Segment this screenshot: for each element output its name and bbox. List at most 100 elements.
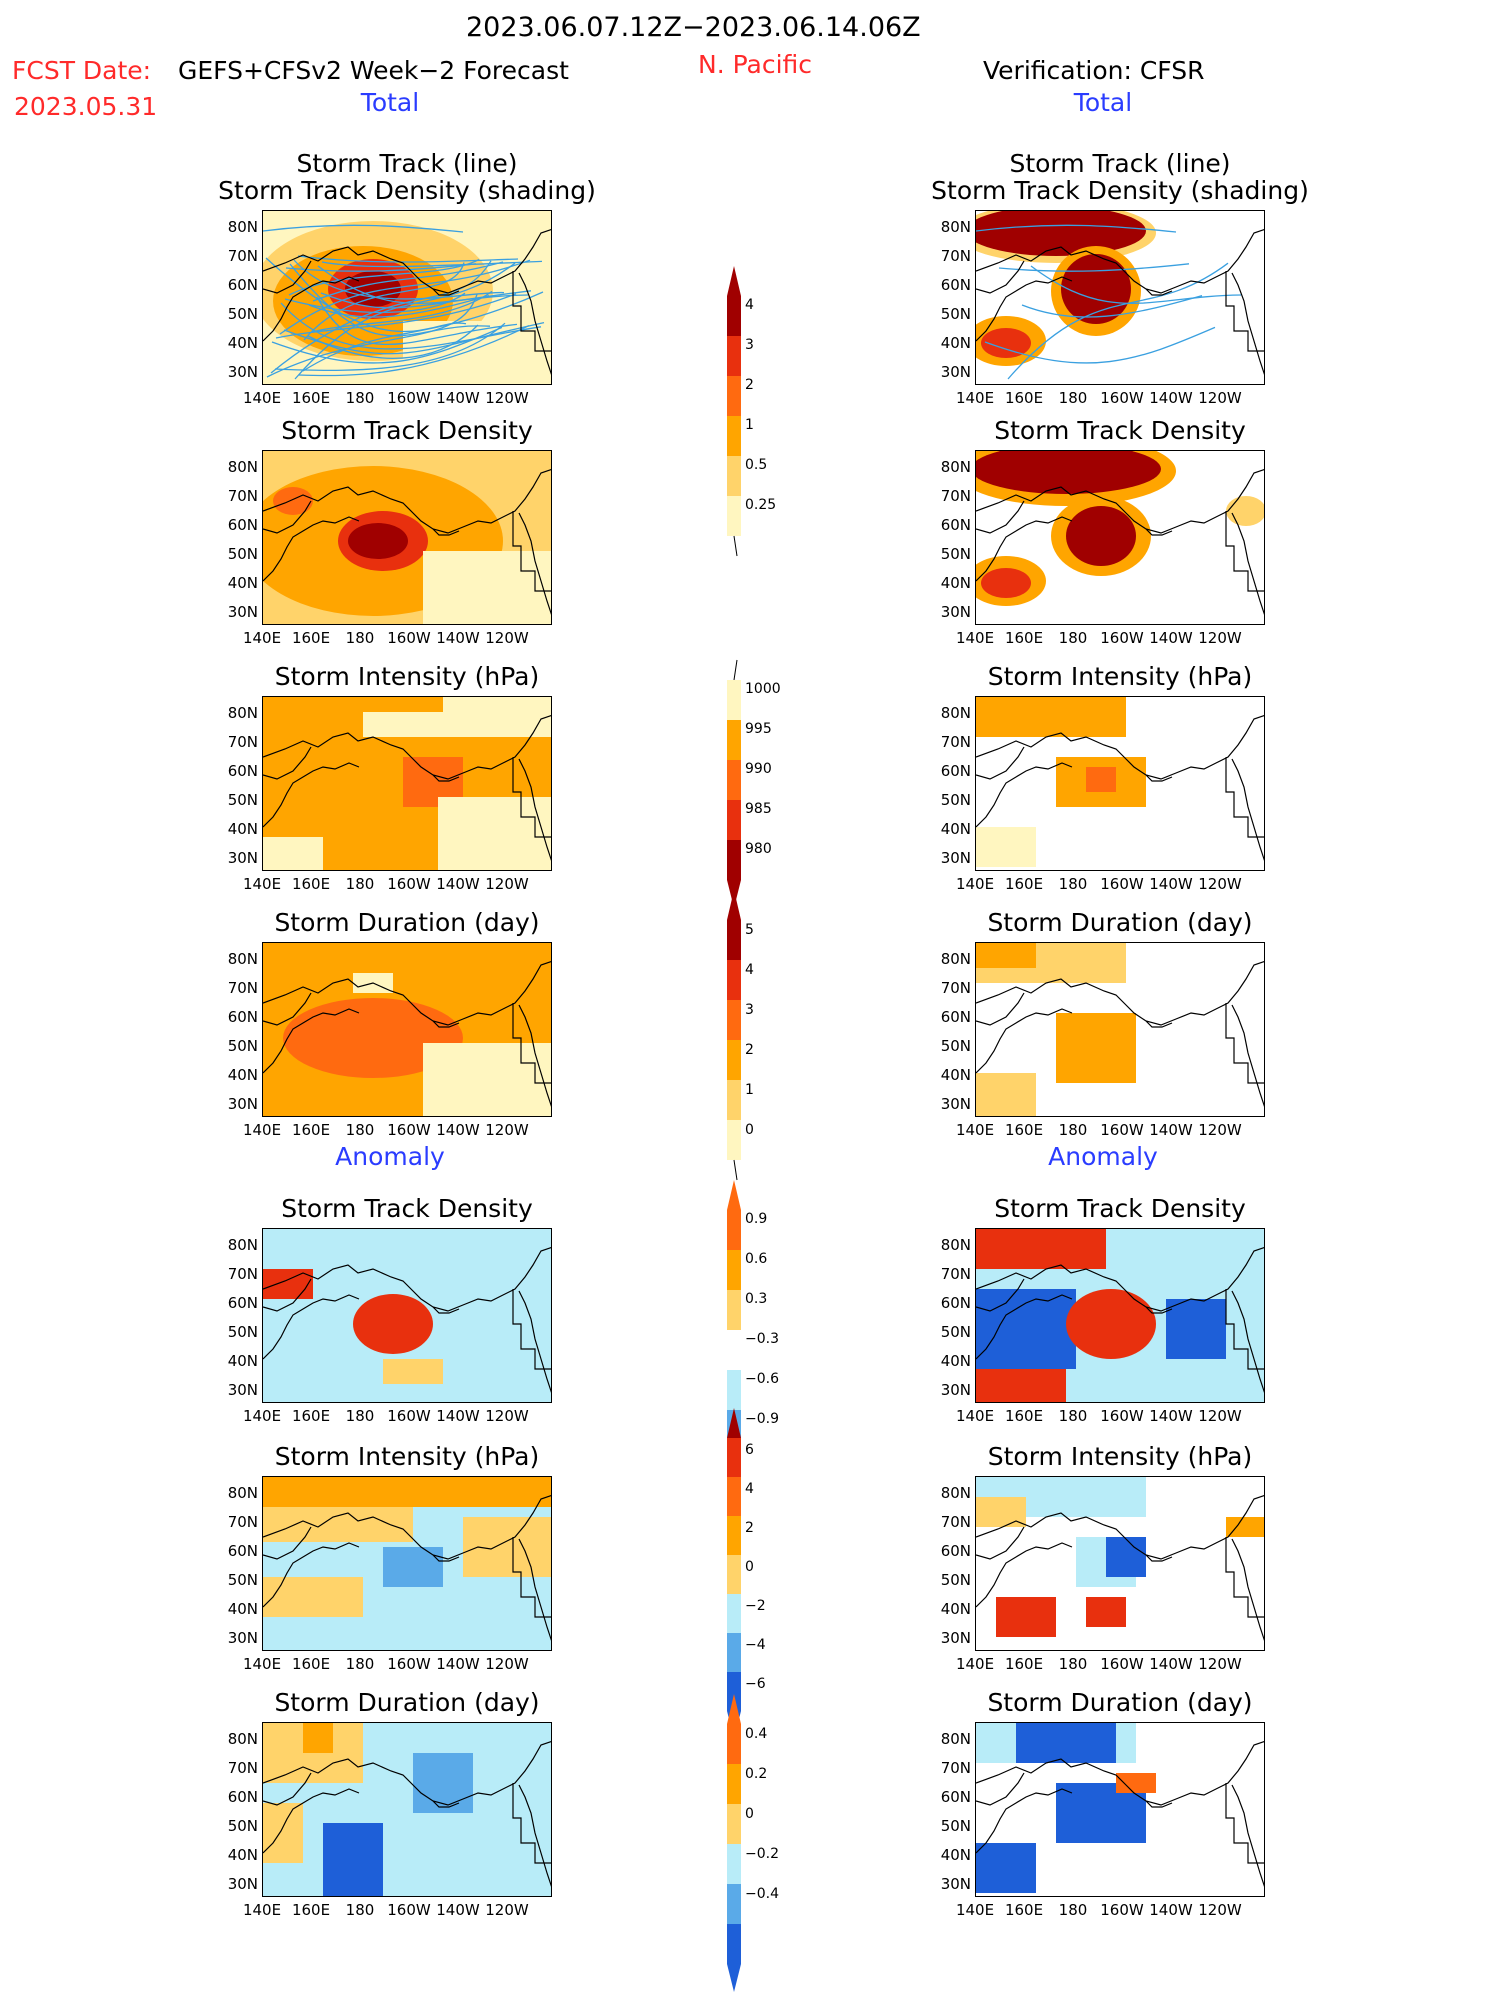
lat-tick-label: 40N (940, 1352, 971, 1370)
storm-track-line (265, 257, 467, 333)
lat-tick-label: 30N (227, 603, 258, 621)
panel-title: Storm Track Density (shading) (218, 176, 596, 205)
coastline (263, 961, 551, 1107)
fc-total-duration-plot (263, 943, 551, 1116)
storm-track-line (298, 325, 530, 377)
lat-tick-label: 60N (227, 1008, 258, 1026)
lat-tick-label: 40N (227, 1600, 258, 1618)
coastline (263, 1495, 551, 1641)
colorbar-tick-label: 0.3 (745, 1291, 768, 1307)
lat-tick-label: 40N (227, 1066, 258, 1084)
coastline (976, 469, 1264, 615)
storm-track-line (976, 224, 1177, 233)
lat-tick-label: 70N (227, 487, 258, 505)
shade-region (263, 1477, 551, 1507)
storm-track-line (279, 259, 531, 335)
colorbar-tick-label: −0.9 (745, 1411, 779, 1427)
colorbar-tick-label: 0 (745, 1806, 754, 1822)
lat-tick-label: 80N (940, 218, 971, 236)
lat-tick-label: 60N (227, 516, 258, 534)
shade-region (1066, 506, 1136, 566)
lon-tick-label: 140W (1149, 875, 1193, 893)
lon-tick-label: 120W (1198, 1121, 1242, 1139)
colorbar-tick-label: 0.25 (745, 497, 777, 513)
lat-tick-label: 60N (227, 1294, 258, 1312)
lon-tick-label: 140W (436, 389, 480, 407)
colorbar-tick-label: 4 (745, 297, 754, 313)
shade-region (1106, 1537, 1146, 1577)
shade-region (1166, 1299, 1226, 1359)
lon-tick-label: 160E (291, 1901, 331, 1919)
colorbar-segment (727, 296, 741, 336)
lon-tick-label: 120W (1198, 1901, 1242, 1919)
colorbar-tick-label: 990 (745, 761, 772, 777)
colorbar-tick-label: −4 (745, 1637, 766, 1653)
shade-region (976, 1229, 1106, 1269)
lon-tick-label: 160W (1100, 1407, 1144, 1425)
colorbar-segment (727, 1555, 741, 1594)
colorbar-segment (727, 800, 741, 840)
lon-tick-label: 160W (1100, 1901, 1144, 1919)
storm-track-line (285, 263, 477, 272)
colorbar-segment (727, 1884, 741, 1924)
colorbar-tick-label: 0.2 (745, 1766, 768, 1782)
shade-region (976, 697, 1126, 737)
panel-title: Storm Track Density (281, 1194, 533, 1223)
lon-tick-label: 140E (955, 629, 995, 647)
lon-tick-label: 140W (1149, 629, 1193, 647)
verification-label: Verification: CFSR (983, 56, 1205, 85)
panel-title: Storm Duration (day) (987, 1688, 1253, 1717)
storm-track-line (303, 262, 465, 341)
lon-tick-label: 120W (485, 629, 529, 647)
lat-tick-label: 30N (940, 849, 971, 867)
colorbar-tick-label: −0.2 (745, 1846, 779, 1862)
colorbar-segment (727, 1210, 741, 1250)
lon-tick-label: 160W (1100, 875, 1144, 893)
lat-tick-label: 30N (227, 1381, 258, 1399)
lon-tick-label: 160E (1004, 1121, 1044, 1139)
storm-track-line (984, 326, 1216, 364)
colorbar-tick-label: 2 (745, 1042, 754, 1058)
lon-tick-label: 160W (387, 1901, 431, 1919)
lat-tick-label: 80N (227, 1730, 258, 1748)
fc-anom-duration-plot (263, 1723, 551, 1896)
colorbar-segment (727, 376, 741, 416)
storm-track-line (263, 224, 464, 233)
storm-track-line (280, 302, 542, 350)
fc-total-intensity-map (262, 696, 552, 871)
colorbar-segment (727, 920, 741, 960)
coastline (976, 1741, 1264, 1887)
shade-region (443, 1289, 551, 1402)
lat-tick-label: 50N (940, 1037, 971, 1055)
lat-tick-label: 80N (227, 1484, 258, 1502)
lon-tick-label: 180 (345, 629, 375, 647)
shade-region (996, 1597, 1056, 1637)
lat-tick-label: 60N (940, 762, 971, 780)
lat-tick-label: 80N (227, 458, 258, 476)
colorbar-segment (727, 1672, 741, 1711)
lon-tick-label: 140E (955, 875, 995, 893)
panel-title: Storm Intensity (hPa) (987, 1442, 1253, 1471)
colorbar-segment (727, 840, 741, 880)
lon-tick-label: 140W (436, 875, 480, 893)
lon-tick-label: 140E (242, 629, 282, 647)
left-anomaly-heading: Anomaly (335, 1142, 445, 1171)
duration-colorbar (727, 890, 741, 1181)
cf-total-duration-plot (976, 943, 1264, 1116)
colorbar-segment (727, 1120, 741, 1160)
lat-tick-label: 50N (227, 1817, 258, 1835)
colorbar-tick-label: 0.9 (745, 1211, 768, 1227)
shade-region (976, 943, 1036, 968)
lat-tick-label: 70N (227, 1265, 258, 1283)
shade-region (976, 1073, 1036, 1116)
lon-tick-label: 180 (1058, 1655, 1088, 1673)
lon-tick-label: 140W (436, 1901, 480, 1919)
panel-title: Storm Duration (day) (987, 908, 1253, 937)
colorbar-segment (727, 720, 741, 760)
fc-anom-intensity-map (262, 1476, 552, 1651)
lon-tick-label: 120W (1198, 875, 1242, 893)
colorbar-segment (727, 1924, 741, 1964)
shade-region (438, 797, 551, 870)
colorbar-segment (727, 456, 741, 496)
colorbar-segment (727, 336, 741, 376)
